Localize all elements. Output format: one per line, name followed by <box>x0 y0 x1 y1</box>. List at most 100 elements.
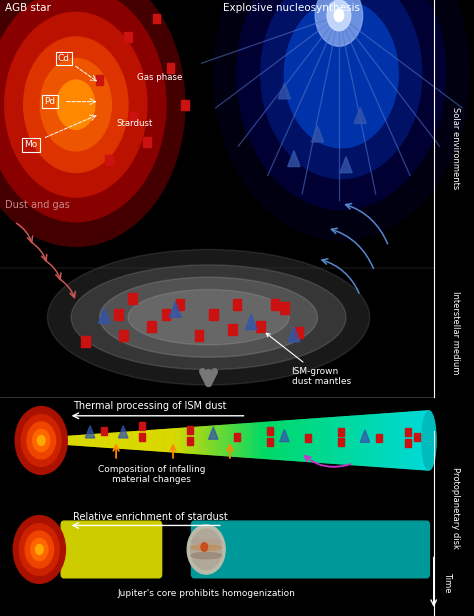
Polygon shape <box>262 423 264 458</box>
Circle shape <box>24 37 128 172</box>
Polygon shape <box>275 422 277 459</box>
Bar <box>81 336 90 347</box>
Polygon shape <box>182 428 183 453</box>
Polygon shape <box>378 415 380 466</box>
Bar <box>195 330 203 341</box>
Polygon shape <box>85 426 95 438</box>
Bar <box>129 112 137 122</box>
Polygon shape <box>198 427 200 454</box>
Polygon shape <box>251 423 253 458</box>
Polygon shape <box>136 432 137 449</box>
Polygon shape <box>299 420 301 461</box>
Polygon shape <box>405 413 407 468</box>
Text: Mo: Mo <box>24 140 37 149</box>
Polygon shape <box>212 426 214 455</box>
Polygon shape <box>340 156 352 172</box>
Bar <box>186 426 192 434</box>
Polygon shape <box>420 411 422 469</box>
Ellipse shape <box>71 265 346 370</box>
Polygon shape <box>361 416 363 465</box>
Circle shape <box>5 12 147 197</box>
Polygon shape <box>391 413 392 468</box>
Polygon shape <box>350 416 352 464</box>
Polygon shape <box>79 436 81 445</box>
Polygon shape <box>75 436 77 445</box>
Circle shape <box>237 0 446 209</box>
FancyBboxPatch shape <box>191 521 429 578</box>
Polygon shape <box>237 424 238 456</box>
Polygon shape <box>191 428 192 453</box>
Polygon shape <box>84 435 86 446</box>
Polygon shape <box>365 415 366 466</box>
Polygon shape <box>394 413 396 468</box>
Polygon shape <box>99 434 100 447</box>
Polygon shape <box>313 419 315 462</box>
Polygon shape <box>281 421 282 460</box>
Polygon shape <box>169 429 170 452</box>
Polygon shape <box>180 428 182 453</box>
Text: Protoplanetary disk: Protoplanetary disk <box>452 468 460 549</box>
Polygon shape <box>110 434 112 447</box>
Polygon shape <box>290 421 292 460</box>
Text: Jupiter's core prohibits homogenization: Jupiter's core prohibits homogenization <box>117 588 295 598</box>
Text: Explosive nucleosynthesis: Explosive nucleosynthesis <box>223 3 360 13</box>
Polygon shape <box>81 436 82 445</box>
Bar <box>233 299 241 310</box>
Bar <box>376 434 382 442</box>
Polygon shape <box>359 416 361 465</box>
Polygon shape <box>159 430 161 451</box>
Circle shape <box>284 0 398 148</box>
Polygon shape <box>82 436 84 445</box>
Polygon shape <box>196 428 198 453</box>
Polygon shape <box>356 416 357 465</box>
Polygon shape <box>427 411 429 470</box>
Polygon shape <box>132 432 134 449</box>
Bar <box>119 330 128 341</box>
Text: AGB star: AGB star <box>5 3 51 13</box>
Polygon shape <box>148 431 150 450</box>
Text: Cd: Cd <box>58 54 70 63</box>
Circle shape <box>57 80 95 129</box>
Polygon shape <box>141 431 143 450</box>
Text: Pd: Pd <box>44 97 55 106</box>
Polygon shape <box>246 424 247 457</box>
Polygon shape <box>119 432 121 448</box>
Polygon shape <box>311 126 324 142</box>
Polygon shape <box>425 411 427 470</box>
Polygon shape <box>410 412 412 469</box>
Bar <box>181 100 189 110</box>
Polygon shape <box>416 411 418 469</box>
Circle shape <box>36 545 43 554</box>
Polygon shape <box>418 411 420 469</box>
Polygon shape <box>249 423 251 458</box>
Polygon shape <box>220 426 222 455</box>
Polygon shape <box>226 425 227 456</box>
Bar <box>124 32 132 42</box>
Polygon shape <box>339 417 341 464</box>
Polygon shape <box>176 429 178 452</box>
Circle shape <box>37 436 45 445</box>
Circle shape <box>31 538 48 561</box>
Polygon shape <box>315 419 317 462</box>
Polygon shape <box>400 413 401 468</box>
Polygon shape <box>113 433 115 448</box>
Ellipse shape <box>47 249 370 385</box>
Text: ISM-grown
dust mantles: ISM-grown dust mantles <box>266 333 351 386</box>
Polygon shape <box>134 432 136 449</box>
Bar <box>139 423 145 431</box>
Bar <box>294 327 303 338</box>
Polygon shape <box>123 432 125 448</box>
Polygon shape <box>88 435 90 446</box>
Polygon shape <box>328 418 330 463</box>
Polygon shape <box>334 418 336 463</box>
Polygon shape <box>231 425 233 456</box>
Polygon shape <box>167 429 169 452</box>
Polygon shape <box>302 419 304 461</box>
Polygon shape <box>227 425 229 456</box>
Polygon shape <box>205 427 207 454</box>
Polygon shape <box>271 422 273 459</box>
Polygon shape <box>77 436 79 445</box>
Polygon shape <box>218 426 220 455</box>
Polygon shape <box>146 431 148 450</box>
Polygon shape <box>163 429 165 452</box>
